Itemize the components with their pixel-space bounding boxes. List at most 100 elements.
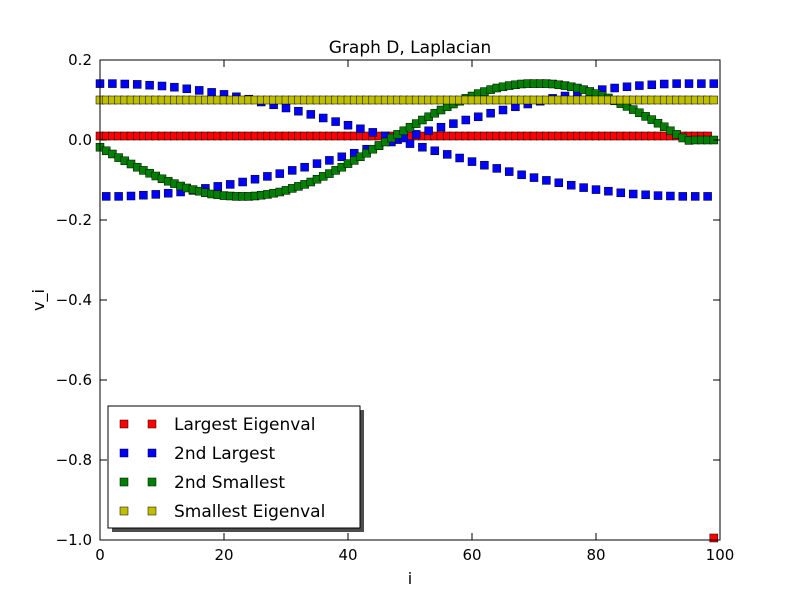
data-point bbox=[430, 146, 440, 156]
data-point bbox=[151, 190, 161, 199]
legend: Largest Eigenval 2nd Largest 2nd Smallest S… bbox=[107, 405, 364, 532]
legend-marker bbox=[119, 506, 129, 516]
data-point bbox=[610, 83, 619, 93]
x-tick-label: 0 bbox=[95, 546, 105, 564]
legend-entry: 2nd Largest bbox=[119, 444, 275, 464]
data-point bbox=[672, 79, 681, 88]
data-point bbox=[170, 82, 179, 92]
data-point bbox=[684, 79, 694, 88]
legend-marker bbox=[119, 477, 129, 487]
data-point bbox=[504, 167, 514, 176]
data-point bbox=[182, 84, 192, 94]
data-point bbox=[517, 170, 526, 180]
data-point bbox=[163, 188, 173, 198]
data-point bbox=[145, 80, 154, 90]
data-point bbox=[647, 80, 657, 90]
data-point bbox=[238, 177, 247, 187]
data-point bbox=[473, 112, 483, 122]
series-3 bbox=[95, 79, 719, 201]
data-point bbox=[194, 86, 204, 95]
x-tick-label: 20 bbox=[214, 546, 233, 564]
legend-marker bbox=[147, 448, 157, 458]
series-1 bbox=[95, 131, 719, 543]
data-point bbox=[703, 192, 712, 201]
data-point bbox=[628, 189, 638, 199]
data-point bbox=[529, 173, 539, 182]
y-tick-label: −1.0 bbox=[56, 531, 92, 549]
data-point bbox=[622, 82, 632, 92]
data-point bbox=[294, 106, 303, 116]
x-tick-label: 80 bbox=[586, 546, 605, 564]
data-point bbox=[653, 191, 663, 200]
data-point bbox=[368, 128, 378, 137]
x-axis-label: i bbox=[408, 569, 412, 588]
data-point bbox=[492, 164, 502, 173]
data-point bbox=[337, 152, 347, 162]
data-point bbox=[690, 192, 700, 201]
data-point bbox=[120, 79, 130, 89]
data-point bbox=[101, 192, 111, 201]
x-tick-label: 40 bbox=[338, 546, 357, 564]
data-point bbox=[411, 130, 421, 139]
data-point bbox=[486, 108, 495, 118]
x-tick-label: 60 bbox=[462, 546, 481, 564]
data-point bbox=[635, 81, 644, 90]
data-point bbox=[498, 105, 508, 115]
data-point bbox=[225, 180, 235, 189]
x-tick-label: 100 bbox=[706, 546, 735, 564]
y-tick-label: −0.4 bbox=[56, 291, 92, 309]
data-point bbox=[591, 185, 601, 194]
data-point bbox=[263, 172, 272, 181]
data-point bbox=[579, 183, 588, 192]
data-point bbox=[306, 110, 316, 119]
data-point bbox=[467, 157, 477, 166]
data-point bbox=[331, 117, 340, 126]
data-point bbox=[554, 178, 564, 188]
data-point bbox=[132, 80, 142, 89]
data-point bbox=[343, 120, 353, 130]
y-tick-label: 0.2 bbox=[68, 51, 92, 69]
data-point bbox=[709, 95, 719, 105]
data-point bbox=[542, 176, 551, 185]
data-point bbox=[207, 88, 216, 97]
series-4 bbox=[95, 95, 719, 105]
data-point bbox=[157, 81, 167, 91]
data-point bbox=[424, 126, 433, 136]
data-point bbox=[139, 190, 148, 200]
data-point bbox=[697, 79, 706, 88]
y-tick-label: −0.8 bbox=[56, 451, 92, 469]
data-point bbox=[114, 192, 123, 201]
legend-entry: 2nd Smallest bbox=[119, 473, 285, 493]
legend-marker bbox=[119, 419, 129, 429]
data-point bbox=[641, 190, 650, 200]
legend-marker bbox=[147, 506, 157, 516]
data-point bbox=[480, 160, 489, 170]
legend-entry: Smallest Eigenval bbox=[119, 502, 325, 522]
data-point bbox=[418, 142, 427, 152]
series-2 bbox=[95, 79, 719, 201]
legend-label: Smallest Eigenval bbox=[174, 502, 325, 522]
legend-label: 2nd Largest bbox=[174, 444, 275, 464]
data-point bbox=[108, 79, 117, 88]
axes-layer: 0 20 40 60 80 100 0.2 0.0 −0.2 −0.4 −0.6 −0.8 −1.0 bbox=[56, 51, 735, 564]
series-layer bbox=[95, 79, 719, 543]
data-point bbox=[356, 124, 365, 134]
legend-label: 2nd Smallest bbox=[174, 473, 285, 493]
data-point bbox=[318, 113, 328, 123]
data-point bbox=[709, 533, 719, 543]
legend-marker bbox=[147, 419, 157, 429]
chart-title: Graph D, Laplacian bbox=[329, 38, 492, 58]
data-point bbox=[126, 191, 136, 201]
data-point bbox=[287, 166, 297, 175]
data-point bbox=[405, 139, 415, 148]
y-axis-label: v_i bbox=[29, 289, 49, 311]
y-tick-label: −0.2 bbox=[56, 211, 92, 229]
data-point bbox=[449, 119, 458, 128]
data-point bbox=[300, 162, 309, 172]
legend-marker bbox=[119, 448, 129, 458]
legend-marker bbox=[147, 477, 157, 487]
data-point bbox=[616, 188, 626, 198]
data-point bbox=[604, 186, 613, 196]
data-point bbox=[250, 174, 260, 184]
